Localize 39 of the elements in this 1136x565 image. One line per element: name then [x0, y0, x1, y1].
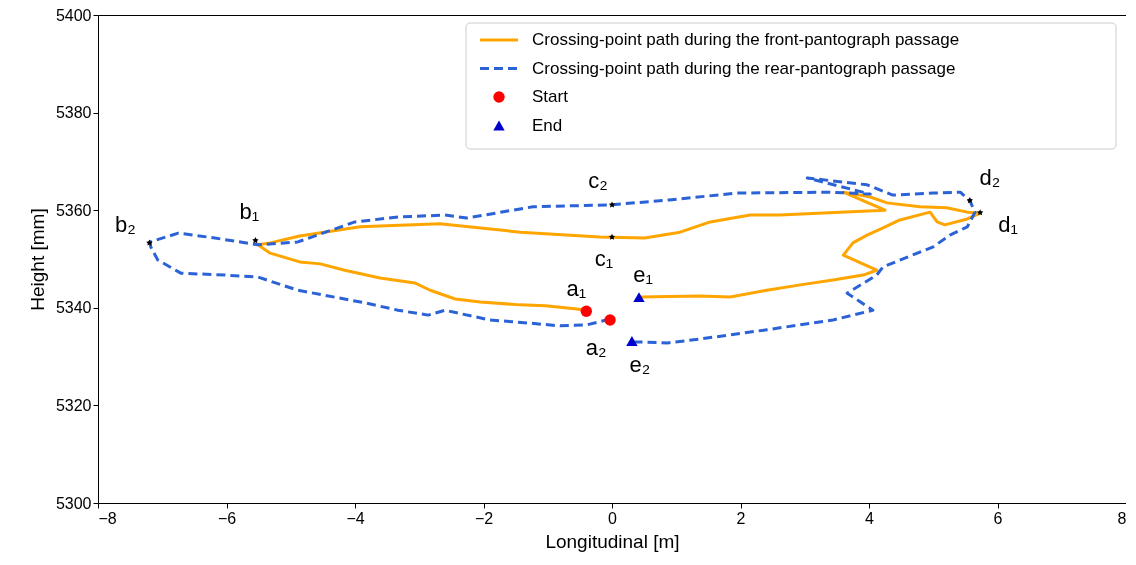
annotation: e₁: [633, 262, 653, 288]
x-tick-label: −2: [474, 509, 494, 527]
legend-label: Crossing-point path during the rear-pantograph passage: [532, 58, 956, 78]
legend-label: End: [532, 115, 563, 135]
point: [608, 233, 616, 240]
point: [966, 197, 974, 204]
x-tick-label: 4: [865, 509, 875, 527]
y-tick-label: 5380: [55, 104, 92, 122]
annotation: c₁: [594, 246, 614, 272]
annotation: d₂: [979, 165, 1001, 191]
x-tick-label: 0: [608, 509, 618, 527]
point: [580, 305, 592, 317]
annotation: e₂: [629, 351, 651, 377]
annotation: b₁: [239, 199, 260, 225]
y-tick-label: 5300: [55, 494, 92, 512]
legend-label: Start: [532, 87, 569, 106]
x-tick-label: 8: [1117, 509, 1127, 527]
point: [604, 314, 616, 326]
x-tick-label: −4: [346, 509, 365, 527]
annotation: a₁: [566, 276, 587, 302]
x-tick-label: 2: [736, 509, 746, 527]
y-axis-title: Height [mm]: [26, 208, 48, 311]
point: [976, 209, 984, 216]
point: [633, 292, 645, 302]
annotation: d₁: [998, 211, 1018, 237]
x-tick-label: 6: [993, 509, 1003, 527]
x-tick-label: −8: [98, 509, 117, 527]
x-axis-title: Longitudinal [m]: [545, 530, 680, 552]
x-tick-label: −6: [217, 509, 237, 527]
annotation: a₂: [585, 335, 607, 360]
legend-label: Crossing-point path during the front-pantograph passage: [532, 30, 960, 49]
y-tick-label: 5320: [55, 396, 92, 414]
y-tick-label: 5340: [55, 299, 92, 317]
point: [626, 336, 638, 346]
y-tick-label: 5360: [55, 201, 92, 219]
annotation: c₂: [588, 167, 608, 193]
point: [252, 237, 259, 244]
y-tick-label: 5400: [55, 6, 92, 24]
annotation: b₂: [115, 211, 136, 237]
